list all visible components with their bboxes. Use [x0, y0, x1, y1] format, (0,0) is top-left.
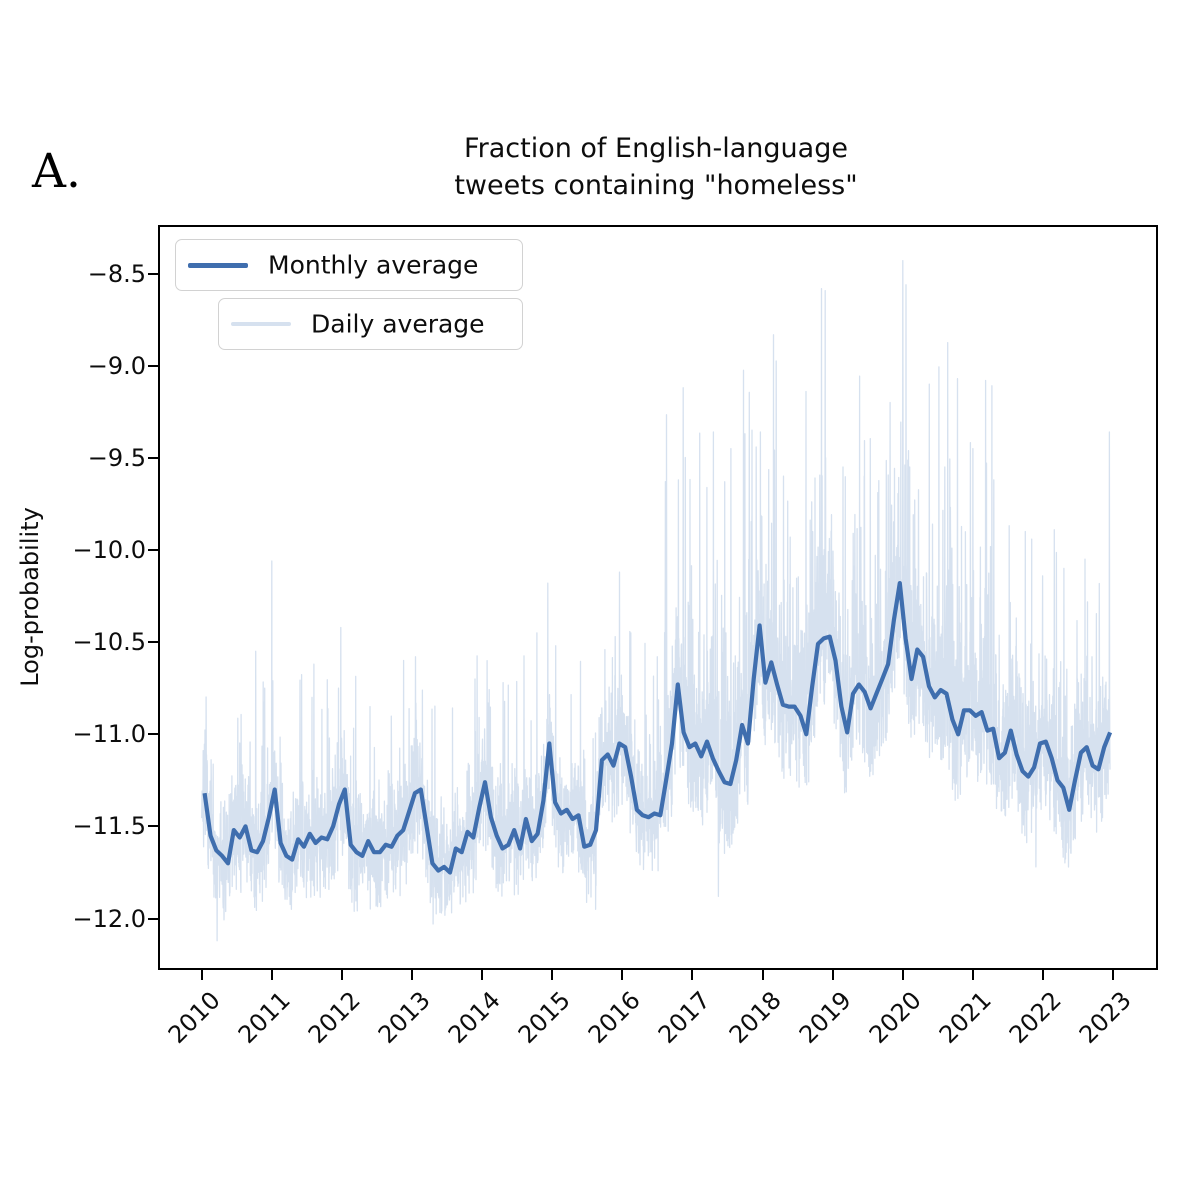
daily-average-line [201, 259, 1111, 942]
monthly-line-swatch [188, 263, 248, 268]
x-tick-label: 2019 [793, 986, 857, 1049]
y-tick [148, 825, 158, 828]
x-tick-label: 2015 [512, 986, 576, 1049]
x-tick [1041, 970, 1044, 980]
x-tick [1112, 970, 1114, 980]
legend-daily-label: Daily average [311, 309, 485, 339]
chart-title-line2: tweets containing "homeless" [454, 170, 858, 201]
x-tick [411, 970, 413, 980]
y-tick-label: −9.5 [87, 443, 146, 472]
y-tick-label: −8.5 [87, 259, 146, 288]
x-tick [481, 970, 484, 980]
x-tick-label: 2011 [232, 986, 296, 1049]
y-tick [148, 917, 158, 920]
y-tick-label: −10.0 [72, 535, 146, 564]
y-tick [148, 548, 158, 551]
y-tick [148, 456, 158, 459]
x-tick-label: 2022 [1003, 986, 1067, 1049]
daily-line-swatch [231, 322, 291, 326]
panel-label: A. [32, 144, 81, 199]
x-tick [270, 970, 273, 980]
x-tick-label: 2010 [162, 986, 226, 1049]
x-tick-label: 2023 [1073, 986, 1137, 1049]
x-tick [971, 970, 974, 980]
legend-daily: Daily average [218, 298, 523, 350]
x-tick [621, 970, 624, 980]
legend-monthly-label: Monthly average [268, 250, 479, 280]
x-tick-label: 2013 [372, 986, 436, 1049]
x-tick-label: 2020 [863, 986, 927, 1049]
y-tick-label: −11.0 [72, 720, 146, 749]
y-tick [148, 641, 158, 644]
monthly-average-line [202, 581, 1113, 875]
y-tick-label: −12.0 [72, 904, 146, 933]
x-tick [691, 970, 694, 980]
x-tick-label: 2018 [723, 986, 787, 1049]
chart-title: Fraction of English-language tweets cont… [256, 130, 1056, 204]
x-tick [200, 970, 203, 980]
x-tick [551, 970, 554, 980]
y-tick [148, 733, 158, 736]
y-tick [148, 272, 158, 275]
y-tick-label: −9.0 [87, 351, 146, 380]
x-tick [761, 970, 764, 980]
x-tick-label: 2021 [933, 986, 997, 1049]
chart-title-line1: Fraction of English-language [464, 133, 848, 164]
x-tick [901, 970, 904, 980]
x-tick [831, 970, 834, 980]
legend-monthly: Monthly average [175, 239, 523, 291]
plot-area [158, 225, 1158, 970]
x-tick-label: 2016 [583, 986, 647, 1049]
chart-canvas [201, 259, 1113, 942]
y-tick-label: −10.5 [72, 628, 146, 657]
x-tick [340, 970, 343, 980]
x-tick-label: 2017 [653, 986, 717, 1049]
x-tick-label: 2012 [302, 986, 366, 1049]
y-tick-label: −11.5 [72, 812, 146, 841]
y-tick [148, 364, 158, 367]
x-tick-label: 2014 [442, 986, 506, 1049]
